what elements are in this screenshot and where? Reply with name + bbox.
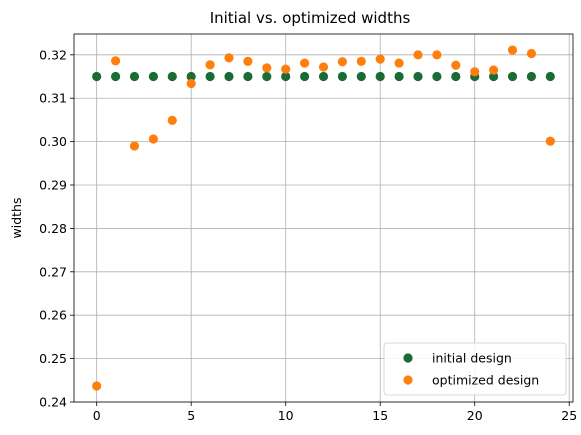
- data-point: [432, 50, 442, 60]
- data-point: [148, 71, 158, 82]
- y-tick-label: 0.31: [39, 91, 67, 106]
- legend-box: [383, 342, 567, 396]
- data-point: [545, 136, 555, 146]
- data-point: [299, 58, 310, 68]
- x-tick-label: 10: [278, 408, 294, 423]
- data-point: [92, 71, 102, 82]
- data-point: [375, 54, 385, 64]
- data-point: [167, 115, 177, 125]
- data-point: [526, 48, 537, 59]
- y-tick-label: 0.32: [39, 47, 67, 62]
- data-point: [129, 71, 140, 82]
- data-point: [507, 71, 518, 82]
- y-tick-label: 0.30: [39, 134, 67, 149]
- data-point: [262, 71, 272, 82]
- x-tick-label: 20: [467, 408, 483, 423]
- series-initial-design: [92, 71, 555, 82]
- data-point: [167, 71, 177, 82]
- data-point: [148, 134, 158, 144]
- x-tick-label: 5: [187, 408, 195, 423]
- data-points: [92, 45, 555, 391]
- data-point: [243, 56, 253, 66]
- plot-frame: [73, 33, 574, 403]
- data-point: [489, 71, 499, 82]
- data-point: [281, 64, 291, 74]
- data-point: [110, 56, 121, 66]
- y-tick-label: 0.28: [39, 221, 67, 236]
- data-point: [186, 78, 196, 89]
- data-point: [224, 71, 234, 82]
- data-point: [92, 381, 102, 391]
- data-point: [318, 71, 329, 82]
- data-point: [337, 71, 348, 82]
- y-axis-label: widths: [9, 198, 24, 239]
- y-tick-label: 0.24: [39, 395, 67, 410]
- data-point: [432, 71, 442, 82]
- data-point: [356, 71, 366, 82]
- data-point: [186, 71, 196, 82]
- data-point: [375, 71, 385, 82]
- x-tick-label: 15: [372, 408, 388, 423]
- legend: initial design optimized design: [383, 342, 567, 396]
- chart-title: Initial vs. optimized widths: [210, 9, 411, 27]
- grid-lines: [74, 34, 573, 403]
- axis-ticks: 0 5 10 15 20 25 0.24 0.25 0.26 0.27 0.28 0.29 0.30 0.…: [39, 47, 577, 423]
- y-tick-label: 0.27: [39, 264, 67, 279]
- data-point: [470, 67, 480, 77]
- data-point: [318, 62, 329, 72]
- legend-marker: [403, 353, 413, 363]
- data-point: [243, 71, 253, 82]
- y-tick-label: 0.25: [39, 351, 67, 366]
- data-point: [545, 71, 555, 82]
- data-point: [129, 141, 140, 151]
- data-point: [205, 71, 215, 82]
- data-point: [205, 60, 215, 70]
- data-point: [526, 71, 537, 82]
- data-point: [489, 65, 499, 75]
- data-point: [356, 56, 366, 66]
- data-point: [451, 71, 461, 82]
- legend-marker: [403, 375, 413, 385]
- data-point: [110, 71, 121, 82]
- data-point: [413, 50, 423, 60]
- y-tick-label: 0.29: [39, 178, 67, 193]
- legend-label: optimized design: [432, 373, 539, 388]
- data-point: [262, 63, 272, 73]
- data-point: [299, 71, 310, 82]
- data-point: [413, 71, 423, 82]
- legend-label: initial design: [432, 351, 512, 366]
- data-point: [394, 71, 404, 82]
- data-point: [337, 57, 348, 67]
- series-optimized-design: [92, 45, 555, 391]
- data-point: [281, 71, 291, 82]
- y-tick-label: 0.26: [39, 308, 67, 323]
- x-tick-label: 0: [93, 408, 101, 423]
- data-point: [507, 45, 518, 55]
- data-point: [224, 53, 234, 63]
- data-point: [451, 60, 461, 70]
- data-point: [394, 58, 404, 68]
- x-tick-label: 25: [561, 408, 577, 423]
